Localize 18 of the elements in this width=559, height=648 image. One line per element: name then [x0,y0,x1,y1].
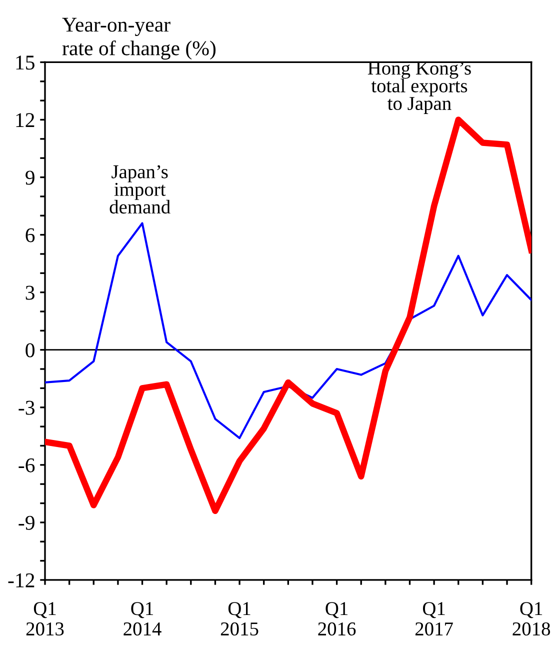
y-tick-label: -9 [18,516,34,530]
y-tick-label: 6 [26,228,35,242]
x-tick-label: Q1 2017 [415,602,453,636]
y-tick-label: -12 [8,573,34,588]
series-label: Japan’s import demand [110,165,170,214]
y-tick-label: -3 [18,400,34,415]
x-tick-label: Q1 2016 [318,602,356,636]
y-tick-label: 0 [26,343,34,358]
x-tick-label: Q1 2015 [220,602,258,636]
y-axis-title: Year-on-year rate of change (%) [62,18,216,60]
y-tick-label: -6 [18,458,35,472]
y-tick-label: 15 [16,56,34,70]
x-tick-label: Q1 2018 [512,602,550,636]
x-tick-label: Q1 2014 [124,602,162,636]
y-tick-label: 9 [26,170,34,185]
y-tick-label: 3 [26,286,34,300]
x-tick-label: Q1 2013 [26,602,64,636]
y-tick-label: 12 [16,113,34,127]
